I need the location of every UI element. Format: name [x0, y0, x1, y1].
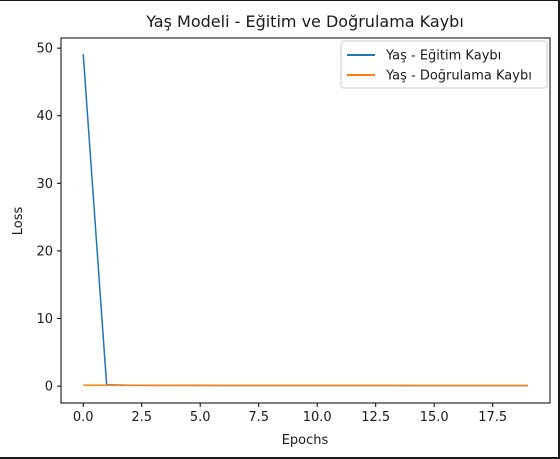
axes-frame [60, 37, 551, 404]
x-tick-label: 15.0 [420, 410, 449, 425]
series-line-0 [82, 54, 528, 387]
legend-box [340, 40, 548, 89]
y-axis-label: Loss [11, 207, 26, 236]
y-tick-label: 30 [36, 177, 53, 192]
series-layer [82, 54, 528, 387]
window-border-right [558, 0, 560, 459]
x-tick-label: 2.5 [131, 410, 152, 425]
y-tick-label: 40 [36, 109, 53, 124]
x-tick-label: 5.0 [190, 410, 211, 425]
y-tick-label: 10 [36, 312, 53, 327]
window-border-top [0, 0, 560, 1]
plot-area: 0.0 2.5 5.0 7.5 10.0 12.5 15.0 17.5 0 10 20 30 40 50 [36, 37, 551, 425]
x-tick-label: 12.5 [361, 410, 390, 425]
legend: Yaş - Eğitim Kaybı Yaş - Doğrulama Kaybı [340, 40, 548, 89]
y-axis-ticks: 0 10 20 30 40 50 [36, 42, 61, 395]
legend-label-validation: Yaş - Doğrulama Kaybı [385, 69, 532, 84]
y-tick-label: 0 [45, 380, 53, 395]
y-tick-label: 50 [36, 42, 53, 57]
x-tick-label: 0.0 [73, 410, 94, 425]
y-tick-label: 20 [36, 244, 53, 259]
x-axis-ticks: 0.0 2.5 5.0 7.5 10.0 12.5 15.0 17.5 [73, 403, 507, 425]
x-axis-label: Epochs [282, 433, 329, 448]
window-border-bottom [0, 457, 560, 459]
legend-label-train: Yaş - Eğitim Kaybı [385, 49, 501, 64]
x-tick-label: 7.5 [248, 410, 269, 425]
x-tick-label: 17.5 [478, 410, 507, 425]
chart-title: Yaş Modeli - Eğitim ve Doğrulama Kaybı [145, 12, 464, 31]
x-tick-label: 10.0 [303, 410, 332, 425]
